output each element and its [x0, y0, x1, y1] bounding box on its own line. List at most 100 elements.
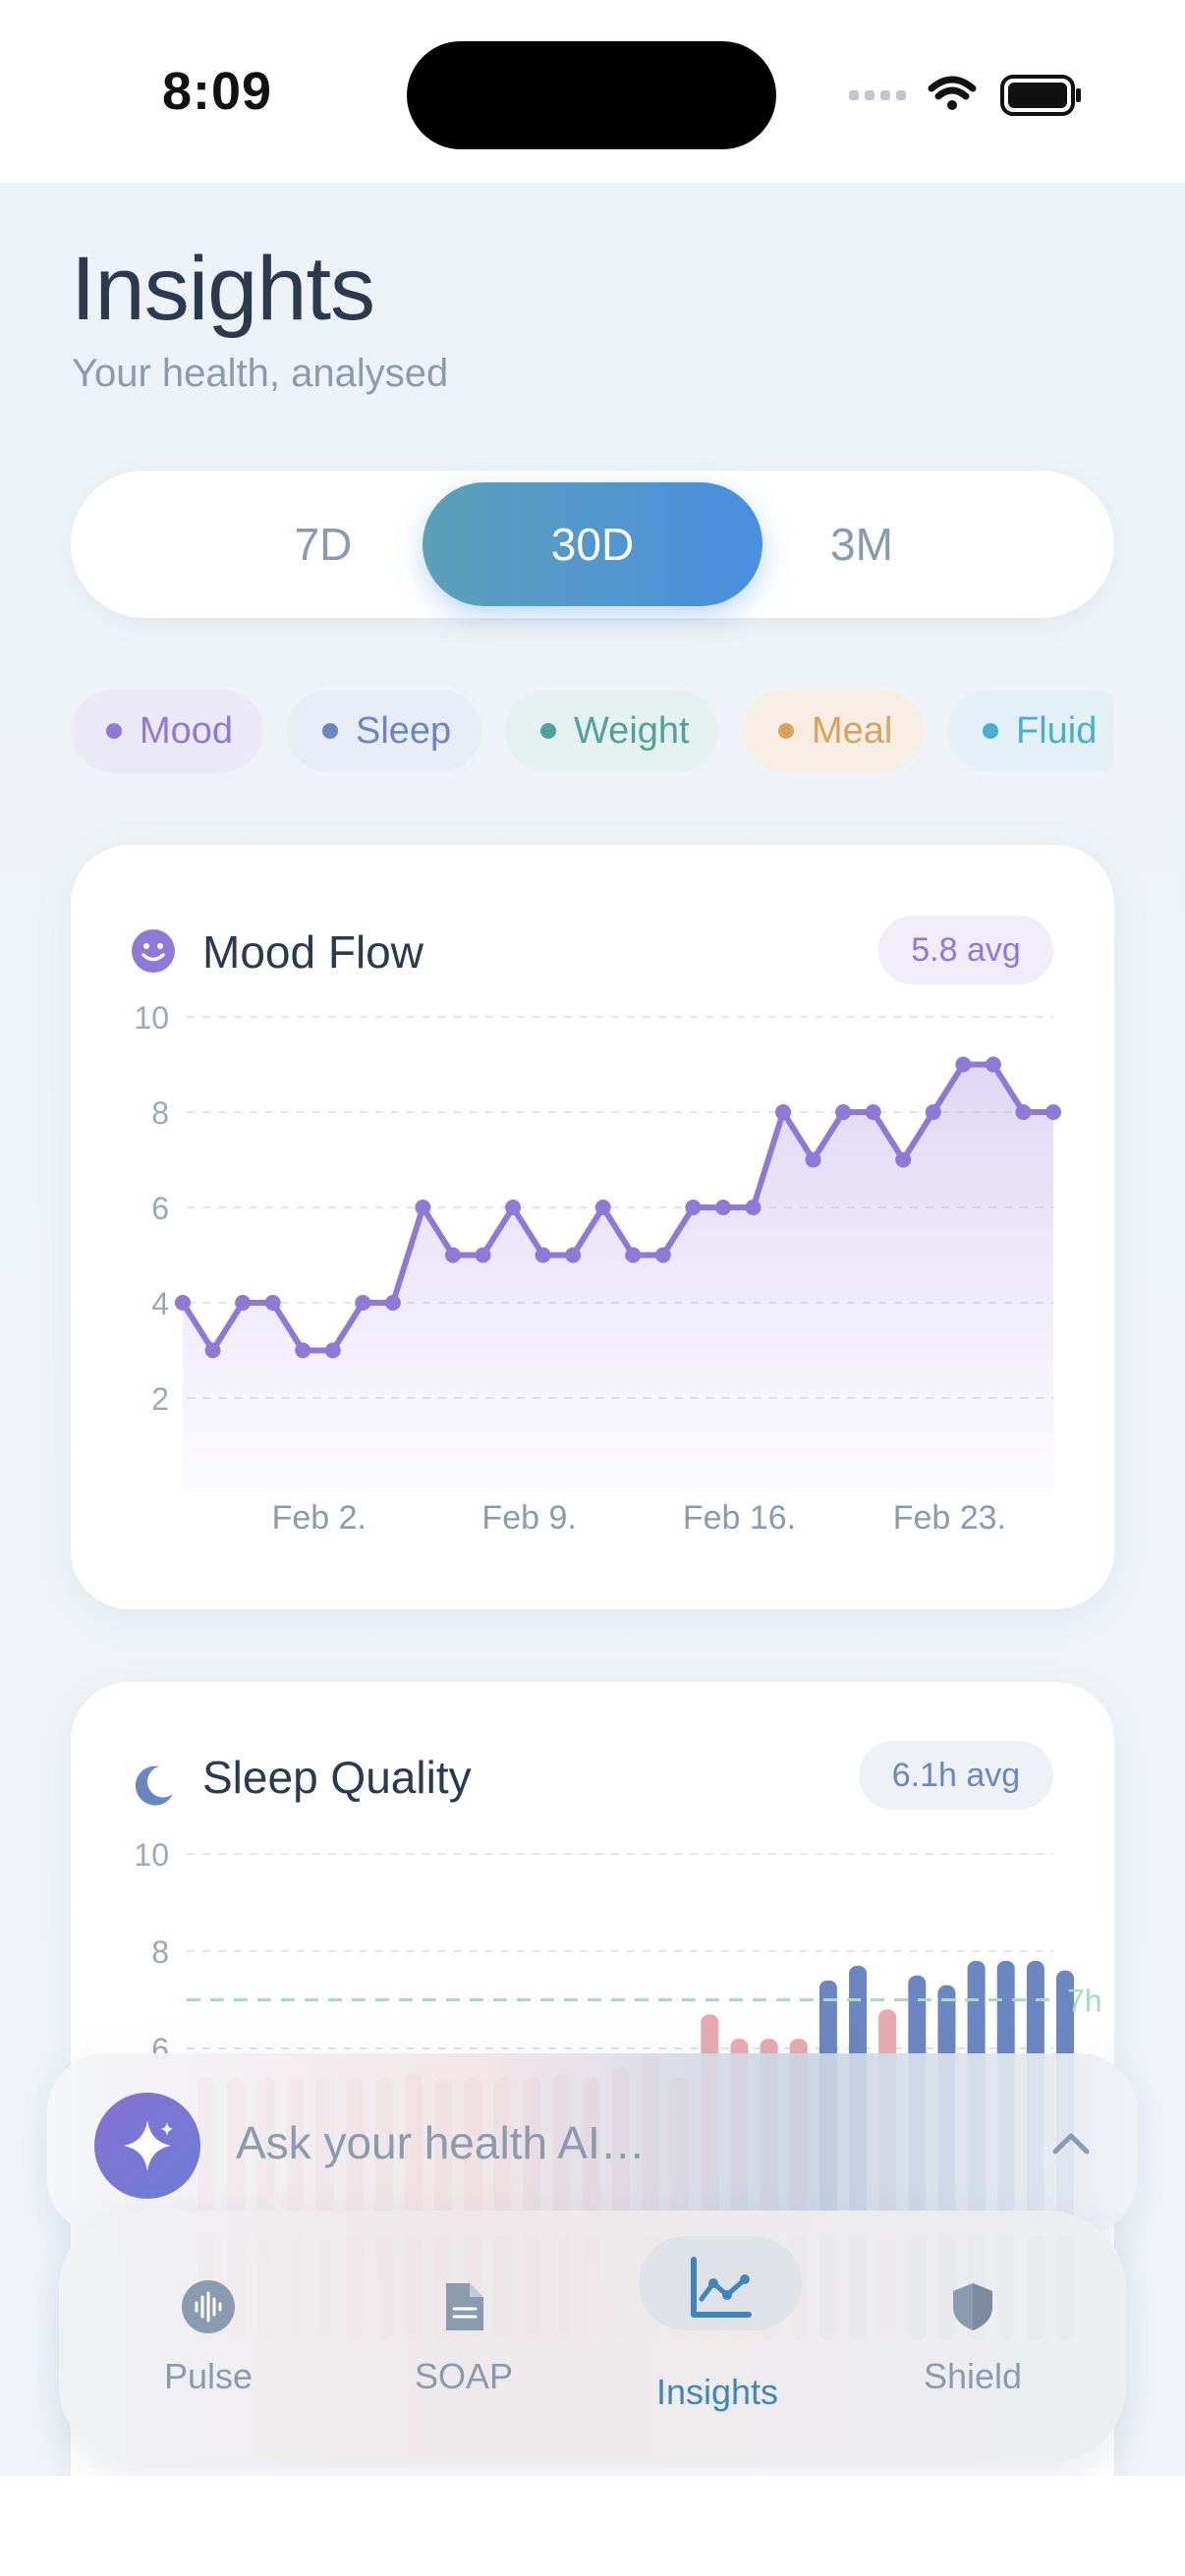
- shield-icon: [953, 2283, 992, 2330]
- sleep-card-title: Sleep Quality: [202, 1752, 472, 1803]
- sleep-ytick-label: 10: [134, 1837, 169, 1873]
- page-subtitle: Your health, analysed: [72, 352, 449, 395]
- mood-point: [565, 1247, 582, 1263]
- tab-insights[interactable]: Insights: [590, 2211, 845, 2464]
- status-bar: 8:09: [0, 0, 1185, 183]
- page-title: Insights: [71, 239, 375, 339]
- tab-3m[interactable]: 3M: [692, 482, 1032, 606]
- mood-xtick-label: Feb 2.: [272, 1499, 367, 1537]
- chip-mood[interactable]: Mood: [71, 690, 263, 772]
- ask-ai-input[interactable]: Ask your health AI…: [236, 2117, 646, 2168]
- mood-ytick-label: 6: [151, 1191, 169, 1226]
- chip-fluid[interactable]: Fluid: [947, 690, 1114, 772]
- mood-dot-icon: [106, 723, 122, 739]
- mood-point: [955, 1056, 972, 1073]
- tab-30d[interactable]: 30D: [423, 482, 762, 606]
- mood-point: [384, 1295, 401, 1311]
- mood-flow-card[interactable]: Mood Flow 5.8 avg 2 4 6 8 10 Feb 2. Feb 9. Feb …: [71, 845, 1114, 1609]
- waveform-icon: [182, 2280, 235, 2333]
- ai-sparkle-button[interactable]: [94, 2093, 200, 2199]
- mood-ytick-label: 8: [151, 1095, 169, 1131]
- fluid-dot-icon: [983, 723, 998, 739]
- battery-icon: [1000, 75, 1081, 116]
- status-time: 8:09: [162, 62, 273, 121]
- mood-point: [985, 1056, 1001, 1073]
- chip-fluid-label: Fluid: [1016, 709, 1098, 752]
- mood-point: [1015, 1104, 1032, 1120]
- chip-mood-label: Mood: [140, 709, 234, 752]
- line-chart-icon: [691, 2257, 752, 2318]
- chip-meal[interactable]: Meal: [743, 690, 924, 772]
- wifi-icon: [928, 76, 977, 110]
- mood-point: [324, 1342, 341, 1359]
- tab-soap-label: SOAP: [414, 2356, 514, 2396]
- ask-ai-bar[interactable]: Ask your health AI…: [47, 2053, 1138, 2236]
- meal-dot-icon: [778, 723, 794, 739]
- mood-point: [355, 1295, 371, 1311]
- tab-7d-label: 7D: [294, 519, 353, 570]
- mood-avg-badge: 5.8 avg: [878, 916, 1053, 984]
- tab-3m-label: 3M: [830, 519, 893, 570]
- sleep-dot-icon: [322, 723, 338, 739]
- mood-point: [835, 1104, 852, 1120]
- mood-point: [505, 1200, 522, 1215]
- mood-point: [714, 1200, 731, 1215]
- mood-point: [204, 1342, 221, 1359]
- status-icons: [849, 75, 1081, 116]
- mood-card-title: Mood Flow: [202, 926, 423, 978]
- mood-point: [295, 1342, 311, 1359]
- tab-7d[interactable]: 7D: [153, 482, 493, 606]
- mood-point: [805, 1151, 821, 1168]
- tab-pulse[interactable]: Pulse: [81, 2211, 336, 2464]
- chip-weight-label: Weight: [574, 709, 690, 752]
- dynamic-island: [407, 41, 776, 149]
- mood-point: [175, 1295, 191, 1311]
- weight-dot-icon: [540, 723, 556, 739]
- sleep-target-label: 7h: [1067, 1984, 1102, 2019]
- chip-meal-label: Meal: [812, 709, 893, 752]
- tab-shield[interactable]: Shield: [845, 2211, 1100, 2464]
- chip-sleep-label: Sleep: [356, 709, 452, 752]
- tab-pulse-label: Pulse: [163, 2356, 254, 2396]
- tab-insights-label: Insights: [655, 2372, 779, 2412]
- mood-ytick-label: 2: [151, 1381, 169, 1417]
- mood-point: [865, 1104, 881, 1120]
- mood-area: [183, 1064, 1053, 1492]
- mood-point: [654, 1247, 671, 1263]
- chip-weight[interactable]: Weight: [505, 690, 719, 772]
- tab-30d-label: 30D: [550, 519, 635, 570]
- mood-ytick-label: 4: [151, 1286, 169, 1321]
- mood-point: [685, 1200, 702, 1215]
- chevron-up-icon[interactable]: [1049, 2124, 1093, 2163]
- chip-sleep[interactable]: Sleep: [287, 690, 481, 772]
- mood-xtick-label: Feb 9.: [481, 1499, 576, 1537]
- moon-icon: [135, 1765, 173, 1806]
- smiley-face-icon: [132, 929, 175, 973]
- mood-point: [264, 1295, 281, 1311]
- document-icon: [446, 2283, 483, 2330]
- bottom-tab-bar: Pulse SOAP Insights Shield: [59, 2211, 1126, 2464]
- mood-point: [444, 1247, 461, 1263]
- mood-point: [625, 1247, 642, 1263]
- mood-point: [745, 1200, 762, 1215]
- tab-soap[interactable]: SOAP: [336, 2211, 592, 2464]
- range-segmented-control: 7D 30D 3M: [71, 471, 1114, 618]
- mood-point: [475, 1247, 491, 1263]
- mood-point: [1045, 1104, 1061, 1120]
- mood-point: [594, 1200, 611, 1215]
- mood-xtick-label: Feb 16.: [683, 1499, 796, 1537]
- home-indicator-area: [0, 2476, 1185, 2576]
- filter-chips: Mood Sleep Weight Meal Fluid: [71, 690, 1114, 772]
- tab-shield-label: Shield: [923, 2356, 1023, 2396]
- mood-ytick-label: 10: [134, 1000, 169, 1036]
- sparkle-icon: [124, 2120, 173, 2171]
- mood-point: [895, 1151, 912, 1168]
- mood-point: [535, 1247, 551, 1263]
- mood-chart: 2 4 6 8 10 Feb 2. Feb 9. Feb 16. Feb 23.: [134, 1000, 1061, 1537]
- mood-point: [415, 1200, 431, 1215]
- mood-point: [235, 1295, 252, 1311]
- mood-point: [775, 1104, 792, 1120]
- mood-point: [925, 1104, 941, 1120]
- mood-xtick-label: Feb 23.: [893, 1499, 1006, 1537]
- sleep-ytick-label: 8: [151, 1934, 169, 1970]
